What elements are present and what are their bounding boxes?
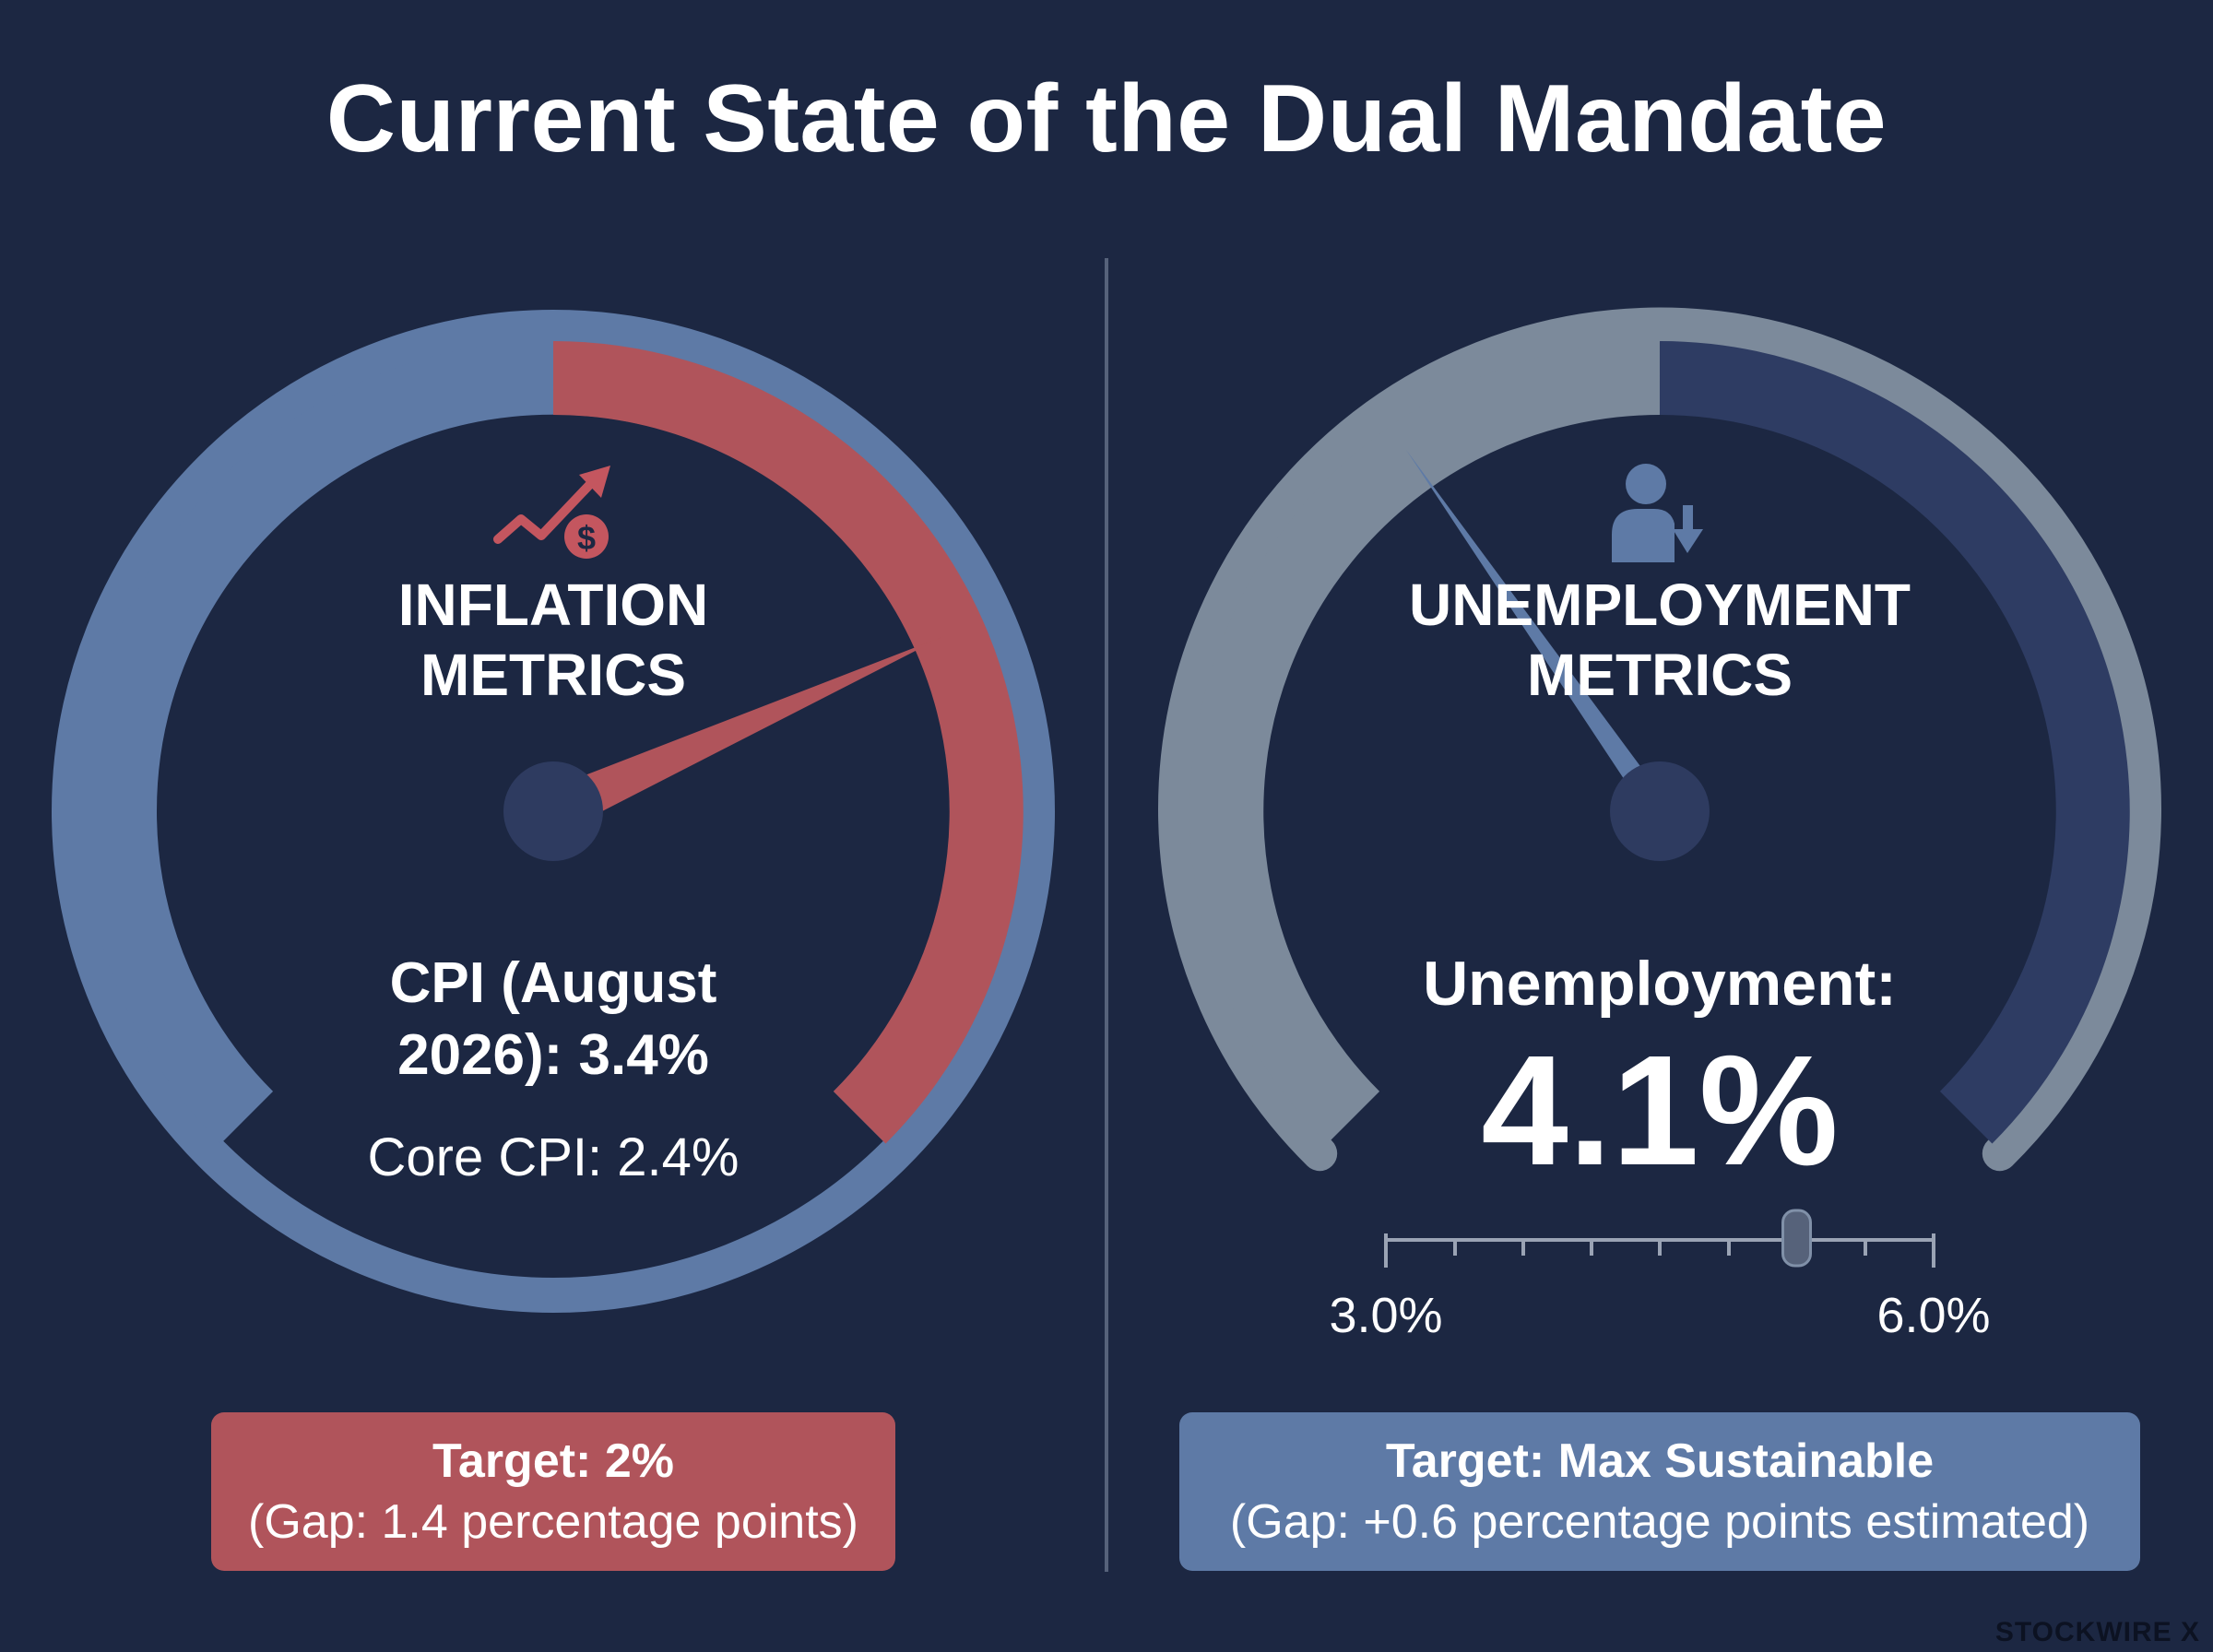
page-title: Current State of the Dual Mandate [325, 65, 1888, 172]
unemployment-label-line1: UNEMPLOYMENT [1409, 572, 1911, 638]
scale-max-label: 6.0% [1876, 1288, 1991, 1343]
inflation-target-box: Target: 2% (Gap: 1.4 percentage points) [211, 1412, 895, 1571]
svg-text:$: $ [577, 519, 596, 557]
inflation-gauge [52, 310, 1055, 1313]
unemployment-inner-grey-arc [1189, 341, 1661, 1144]
unemployment-needle [1406, 450, 1679, 819]
inflation-label-line2: METRICS [420, 642, 686, 708]
cpi-line1: CPI (August [389, 951, 717, 1015]
cpi-line2: 2026): 3.4% [397, 1023, 709, 1087]
inflation-label-line1: INFLATION [397, 572, 709, 638]
person-down-arrow-icon [1612, 464, 1703, 562]
unemployment-label-line2: METRICS [1527, 642, 1793, 708]
unemployment-target: Target: Max Sustainable [1385, 1434, 1935, 1488]
chart-trend-up-dollar-icon: $ [493, 466, 610, 559]
scale-marker [1781, 1209, 1812, 1268]
unemployment-value: 4.1% [1481, 1023, 1839, 1198]
unemployment-scale [1384, 1209, 1935, 1268]
inflation-hub [503, 761, 603, 861]
unemployment-outer-arc [1158, 307, 2161, 1172]
unemployment-gap: (Gap: +0.6 percentage points estimated) [1229, 1495, 2090, 1549]
unemployment-value-label: Unemployment: [1423, 949, 1897, 1019]
unemployment-hub [1610, 761, 1710, 861]
inflation-needle [542, 636, 944, 831]
inflation-red-arc [552, 341, 1024, 1144]
unemployment-label: UNEMPLOYMENT METRICS [1383, 570, 1936, 710]
cpi-value: CPI (August 2026): 3.4% [277, 948, 830, 1092]
inflation-label: INFLATION METRICS [369, 570, 738, 710]
unemployment-inner-blue-arc [1659, 341, 2130, 1144]
brand-watermark: STOCKWIRE X [1994, 1617, 2200, 1647]
inflation-outer-ring [52, 310, 1055, 1313]
scale-min-label: 3.0% [1329, 1288, 1443, 1343]
core-cpi: Core CPI: 2.4% [367, 1127, 740, 1187]
unemployment-gauge [1158, 307, 2161, 1172]
inflation-gap: (Gap: 1.4 percentage points) [248, 1495, 858, 1549]
unemployment-target-box: Target: Max Sustainable (Gap: +0.6 perce… [1179, 1412, 2140, 1571]
inflation-target: Target: 2% [432, 1434, 674, 1488]
